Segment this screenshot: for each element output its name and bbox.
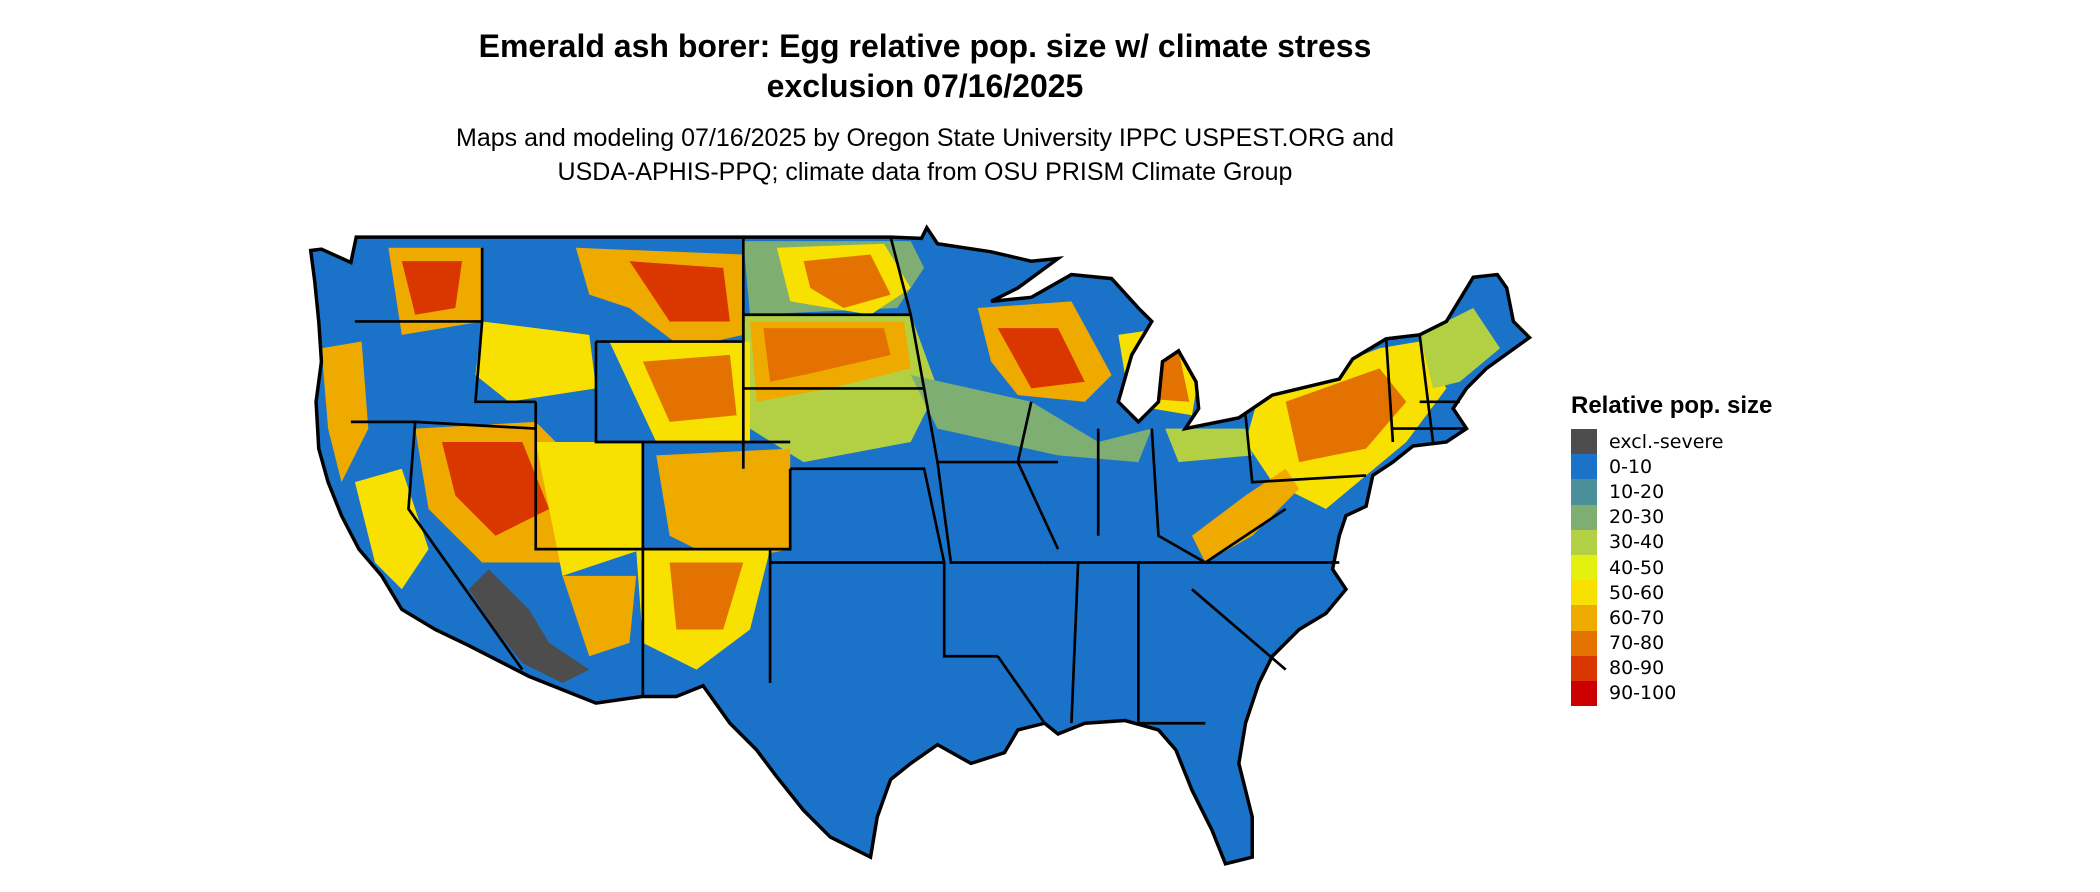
legend-swatch — [1571, 680, 1597, 707]
pop-size-region — [669, 562, 744, 630]
pop-size-region — [475, 321, 596, 402]
legend-item: 80-90 — [1571, 655, 1772, 681]
legend-label: 90-100 — [1609, 682, 1677, 705]
legend-item: 60-70 — [1571, 605, 1772, 631]
pop-size-region — [803, 254, 891, 309]
legend-item: 30-40 — [1571, 529, 1772, 555]
pop-size-region — [1191, 468, 1300, 563]
state-boundary — [1150, 428, 1287, 565]
legend-swatch — [1571, 479, 1597, 505]
legend-swatch — [1571, 580, 1597, 606]
pop-size-region — [562, 575, 637, 657]
legend-swatch — [1571, 655, 1597, 681]
legend-label: 40-50 — [1609, 556, 1665, 579]
legend-item: 40-50 — [1571, 554, 1772, 581]
legend-label: 0-10 — [1609, 455, 1653, 478]
state-boundary — [1384, 338, 1395, 443]
us-outline — [310, 227, 1530, 864]
map-title-line1: Emerald ash borer: Egg relative pop. siz… — [478, 28, 1372, 64]
state-boundary — [996, 655, 1046, 725]
national-border — [308, 224, 1533, 866]
pop-size-region — [656, 448, 791, 563]
legend-swatch — [1571, 554, 1597, 581]
legend-item: 50-60 — [1571, 580, 1772, 606]
legend-label: 20-30 — [1609, 506, 1665, 529]
state-boundary — [1016, 401, 1060, 550]
legend-item: 90-100 — [1571, 680, 1772, 707]
pop-size-region — [535, 441, 643, 576]
legend-item: 10-20 — [1571, 479, 1772, 505]
legend-label: 30-40 — [1609, 531, 1665, 554]
legend-label: 70-80 — [1609, 632, 1665, 655]
state-boundary — [407, 421, 524, 671]
legend-swatch — [1571, 605, 1597, 631]
pop-size-region — [401, 261, 463, 315]
state-boundary — [790, 467, 998, 658]
map-subtitle-line1: Maps and modeling 07/16/2025 by Oregon S… — [456, 124, 1394, 152]
legend-label: 50-60 — [1609, 581, 1665, 604]
pop-size-region — [321, 341, 369, 483]
legend-label: excl.-severe — [1609, 430, 1724, 453]
legend-item: 70-80 — [1571, 630, 1772, 656]
pop-size-region — [1285, 368, 1407, 463]
pop-size-region — [629, 261, 730, 322]
state-boundaries — [350, 236, 1467, 725]
legend-item: excl.-severe — [1571, 429, 1772, 455]
state-boundary — [473, 247, 536, 404]
legend-label: 80-90 — [1609, 657, 1665, 680]
legend-swatch — [1571, 630, 1597, 656]
state-boundary — [1191, 588, 1287, 671]
legend-item: 0-10 — [1571, 454, 1772, 480]
state-boundary — [1418, 334, 1435, 443]
legend: Relative pop. size excl.-severe 0-10 10-20… — [1571, 392, 1773, 707]
pop-size-region — [997, 328, 1085, 389]
map-title-line2: exclusion 07/16/2025 — [766, 68, 1084, 104]
state-boundary — [1070, 562, 1080, 724]
state-boundary — [768, 468, 792, 684]
pop-size-regions — [321, 241, 1500, 684]
pop-size-region — [642, 354, 737, 422]
pop-size-region — [763, 328, 891, 382]
legend-swatch — [1571, 529, 1597, 555]
pop-size-region — [910, 375, 1152, 463]
legend-title: Relative pop. size — [1571, 392, 1773, 419]
legend-item: 20-30 — [1571, 504, 1772, 530]
legend-swatch — [1571, 504, 1597, 530]
state-boundary — [594, 341, 791, 444]
legend-swatch — [1571, 454, 1597, 480]
pop-size-region — [468, 569, 590, 684]
state-boundary — [1244, 415, 1367, 484]
state-boundary — [889, 236, 1059, 464]
state-boundary — [534, 401, 645, 697]
legend-label: 10-20 — [1609, 480, 1665, 503]
state-boundary — [936, 461, 1045, 564]
map-subtitle-line2: USDA-APHIS-PPQ; climate data from OSU PR… — [557, 158, 1293, 186]
pop-size-region — [1165, 428, 1253, 463]
pop-size-region — [441, 441, 550, 536]
legend-label: 60-70 — [1609, 606, 1665, 629]
pop-size-region — [1419, 308, 1500, 389]
legend-swatch — [1571, 429, 1597, 455]
